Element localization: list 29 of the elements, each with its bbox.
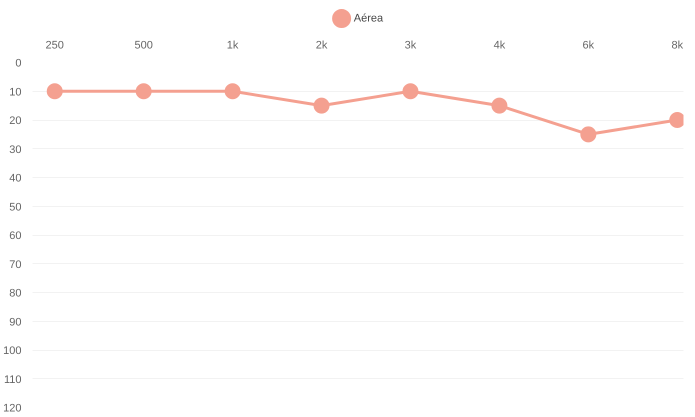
point [402, 83, 418, 100]
x-tick-label: 250 [46, 40, 64, 52]
y-tick-label: 60 [9, 230, 22, 242]
legend-label: Aérea [354, 12, 384, 24]
y-tick-label: 40 [9, 172, 22, 184]
y-tick-label: 110 [4, 374, 22, 386]
x-tick-label: 500 [134, 40, 153, 52]
y-tick-label: 10 [9, 86, 22, 98]
y-tick-label: 50 [9, 201, 22, 214]
y-tick-label: 120 [3, 402, 22, 414]
y-tick-label: 0 [15, 58, 22, 70]
x-tick-label: 2k [316, 40, 328, 52]
x-tick-label: 8k [671, 40, 684, 52]
point [314, 98, 330, 114]
point [224, 83, 241, 100]
y-tick-label: 70 [9, 258, 22, 271]
point [491, 98, 508, 114]
y-tick-label: 80 [9, 288, 22, 300]
y-tick-label: 30 [9, 144, 22, 156]
y-tick-label: 100 [3, 345, 22, 357]
x-tick-label: 6k [582, 40, 595, 52]
x-tick-label: 4k [494, 40, 506, 52]
point [580, 126, 596, 142]
x-tick-label: 1k [226, 40, 239, 52]
y-tick-label: 20 [9, 115, 22, 127]
y-tick-label: 90 [9, 316, 22, 328]
x-tick-label: 3k [404, 40, 417, 52]
point [136, 83, 152, 100]
point [46, 83, 63, 100]
